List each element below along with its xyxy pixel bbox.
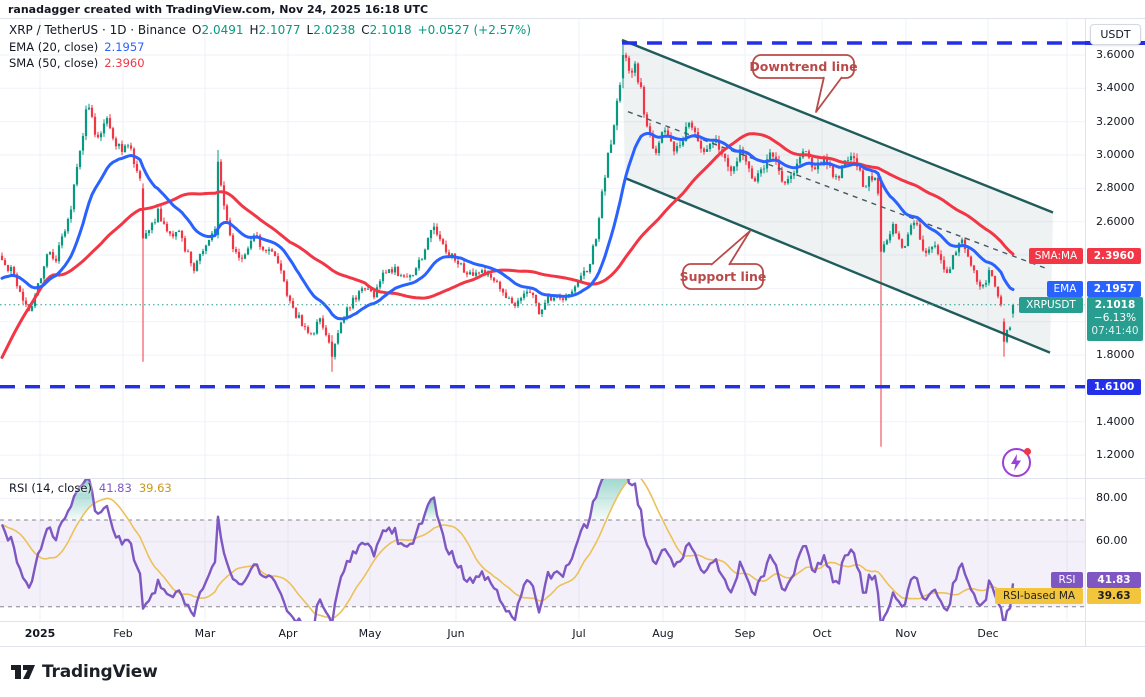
downtrend-line xyxy=(621,38,1054,214)
axis-tick-60.00: 60.00 xyxy=(1096,534,1128,547)
ema-legend-label[interactable]: EMA (20, close) xyxy=(9,40,99,54)
axis-tick-1.4000: 1.4000 xyxy=(1096,415,1135,428)
channel-midline xyxy=(627,111,1047,270)
lightning-icon xyxy=(1011,454,1021,471)
axis-tick-3.4000: 3.4000 xyxy=(1096,81,1135,94)
symbol-price-label[interactable]: 2.1018 −6.13% 07:41:40 xyxy=(1087,297,1143,341)
support-callout[interactable]: Support line xyxy=(680,230,767,290)
downtrend-callout-text: Downtrend line xyxy=(749,59,857,74)
notification-dot xyxy=(1024,448,1031,455)
ohlc-value-C: 2.1018 xyxy=(369,23,412,37)
symbol-title[interactable]: XRP / TetherUS · 1D · Binance xyxy=(9,23,187,37)
change-value: +0.0527 (+2.57%) xyxy=(417,23,532,37)
rsi-ma-legend-value: 39.63 xyxy=(138,481,172,495)
time-label-Aug[interactable]: Aug xyxy=(652,627,674,640)
price-axis-border xyxy=(1085,18,1086,647)
rsi-value-label-name[interactable]: RSI xyxy=(1051,572,1083,588)
rsi-line xyxy=(0,478,1015,621)
time-axis-border xyxy=(0,621,1145,622)
axis-tick-80.00: 80.00 xyxy=(1096,491,1128,504)
rsi-value-label[interactable]: 41.83 xyxy=(1087,572,1141,588)
time-label-Jul[interactable]: Jul xyxy=(572,627,586,640)
sma-legend-label[interactable]: SMA (50, close) xyxy=(9,56,99,70)
downtrend-callout[interactable]: Downtrend line xyxy=(749,54,858,113)
ohlc-key-H: H xyxy=(249,23,259,37)
sma-legend-value: 2.3960 xyxy=(104,56,145,70)
time-label-Sep[interactable]: Sep xyxy=(734,627,756,640)
chart-legend: XRP / TetherUS · 1D · Binance O2.0491 H2.1… xyxy=(9,23,531,72)
axis-tick-2.6000: 2.6000 xyxy=(1096,215,1135,228)
time-label-May[interactable]: May xyxy=(358,627,382,640)
ema-legend-value: 2.1957 xyxy=(104,40,145,54)
symbol-price-label-name[interactable]: XRPUSDT xyxy=(1019,297,1083,313)
ohlc-value-O: 2.0491 xyxy=(201,23,244,37)
rsi-legend: RSI (14, close) 41.83 39.63 xyxy=(9,481,172,495)
attribution-header: ranadagger created with TradingView.com,… xyxy=(8,3,428,16)
axis-tick-2.8000: 2.8000 xyxy=(1096,181,1135,194)
rsi-overbought-fill xyxy=(65,479,110,520)
tradingview-attribution[interactable]: TradingView xyxy=(10,662,158,682)
axis-tick-3.2000: 3.2000 xyxy=(1096,115,1135,128)
ohlc-value-H: 2.1077 xyxy=(258,23,301,37)
rsi-ma-line xyxy=(1,478,1014,619)
ohlc-key-C: C xyxy=(361,23,370,37)
ema-price-label-name[interactable]: EMA xyxy=(1047,281,1083,297)
rsi-ma-value-label-name[interactable]: RSI-based MA xyxy=(995,588,1083,604)
boost-icon[interactable] xyxy=(1002,448,1031,477)
axis-tick-3.0000: 3.0000 xyxy=(1096,148,1135,161)
time-label-Mar[interactable]: Mar xyxy=(194,627,216,640)
tradingview-logo-icon xyxy=(11,665,35,679)
time-label-Nov[interactable]: Nov xyxy=(895,627,917,640)
time-label-Dec[interactable]: Dec xyxy=(977,627,999,640)
chart-bottom-border xyxy=(0,646,1145,647)
channel-fill xyxy=(622,40,1053,353)
rsi-legend-label[interactable]: RSI (14, close) xyxy=(9,481,92,495)
support-price-label[interactable]: 1.6100 xyxy=(1087,379,1141,395)
candles xyxy=(0,45,1015,447)
ohlc-key-O: O xyxy=(192,23,202,37)
time-label-Oct[interactable]: Oct xyxy=(812,627,832,640)
price-pane[interactable]: Downtrend line Support line xyxy=(0,18,1085,478)
ema-line xyxy=(0,132,1015,321)
support-callout-text: Support line xyxy=(680,269,767,284)
ohlc-value-L: 2.0238 xyxy=(313,23,356,37)
support-line xyxy=(624,176,1051,354)
time-label-Jun[interactable]: Jun xyxy=(447,627,465,640)
axis-tick-3.6000: 3.6000 xyxy=(1096,48,1135,61)
tradingview-logo-text: TradingView xyxy=(42,662,158,682)
pane-top-border xyxy=(0,18,1145,19)
ohlc-key-L: L xyxy=(306,23,314,37)
attribution-text: ranadagger created with TradingView.com,… xyxy=(8,3,429,16)
time-label-2025[interactable]: 2025 xyxy=(24,627,56,640)
time-label-Feb[interactable]: Feb xyxy=(113,627,133,640)
rsi-legend-value: 41.83 xyxy=(98,481,132,495)
time-label-Apr[interactable]: Apr xyxy=(278,627,298,640)
pane-separator[interactable] xyxy=(0,478,1145,479)
sma-price-label-name[interactable]: SMA:MA xyxy=(1029,248,1083,264)
axis-tick-1.2000: 1.2000 xyxy=(1096,448,1135,461)
ohlc-values: O2.0491 H2.1077 L2.0238 C2.1018 xyxy=(186,23,412,37)
rsi-pane[interactable] xyxy=(0,478,1085,621)
axis-tick-1.8000: 1.8000 xyxy=(1096,348,1135,361)
sma-price-label[interactable]: 2.3960 xyxy=(1087,248,1141,264)
currency-toggle-button[interactable]: USDT xyxy=(1090,24,1141,45)
rsi-ma-value-label[interactable]: 39.63 xyxy=(1087,588,1141,604)
ema-price-label[interactable]: 2.1957 xyxy=(1087,281,1141,297)
